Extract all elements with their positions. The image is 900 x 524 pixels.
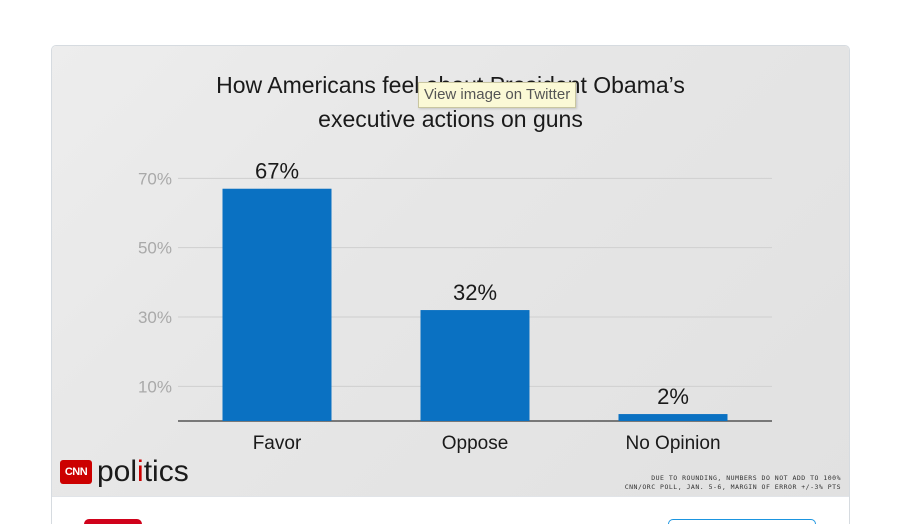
embedded-tweet-card: How Americans feel about President Obama… (51, 45, 850, 524)
bar-value-label: 67% (255, 159, 299, 184)
poll-footnote: DUE TO ROUNDING, NUMBERS DO NOT ADD TO 1… (625, 474, 841, 491)
y-tick-label: 50% (138, 239, 172, 258)
bar-value-label: 2% (657, 384, 689, 409)
footnote-line-2: CNN/ORC POLL, JAN. 5-6, MARGIN OF ERROR … (624, 482, 841, 491)
bar (420, 310, 530, 421)
bar-chart: 10% 30% 50% 70% 67% Favor 32% Oppose 2% No Opinio… (138, 159, 772, 454)
chart-title: How Americans feel about President Obama… (52, 68, 849, 136)
x-category-label: Favor (253, 433, 302, 454)
x-category-label: No Opinion (625, 433, 720, 454)
tweet-footer (52, 496, 849, 524)
source-badge[interactable] (84, 519, 142, 524)
footnote-line-1: DUE TO ROUNDING, NUMBERS DO NOT ADD TO 1… (651, 474, 841, 482)
y-tick-label: 30% (138, 308, 172, 327)
politics-wordmark-part: tics (143, 455, 189, 488)
cnn-logo-icon: CNN (60, 460, 92, 484)
politics-wordmark-part: pol (97, 455, 138, 488)
y-tick-label: 70% (138, 169, 172, 188)
bar (222, 188, 332, 421)
bar-value-label: 32% (453, 280, 497, 305)
y-tick-label: 10% (138, 377, 172, 396)
cnn-politics-logo: CNN politics (60, 456, 189, 488)
politics-wordmark: politics (97, 456, 189, 488)
poll-graphic[interactable]: How Americans feel about President Obama… (52, 46, 849, 496)
follow-button[interactable] (668, 519, 816, 524)
politics-wordmark-accent: i (137, 455, 144, 488)
chart-title-line-2: executive actions on guns (318, 106, 583, 132)
view-image-tooltip: View image on Twitter (418, 82, 577, 108)
bar (618, 414, 728, 421)
x-category-label: Oppose (442, 433, 509, 454)
